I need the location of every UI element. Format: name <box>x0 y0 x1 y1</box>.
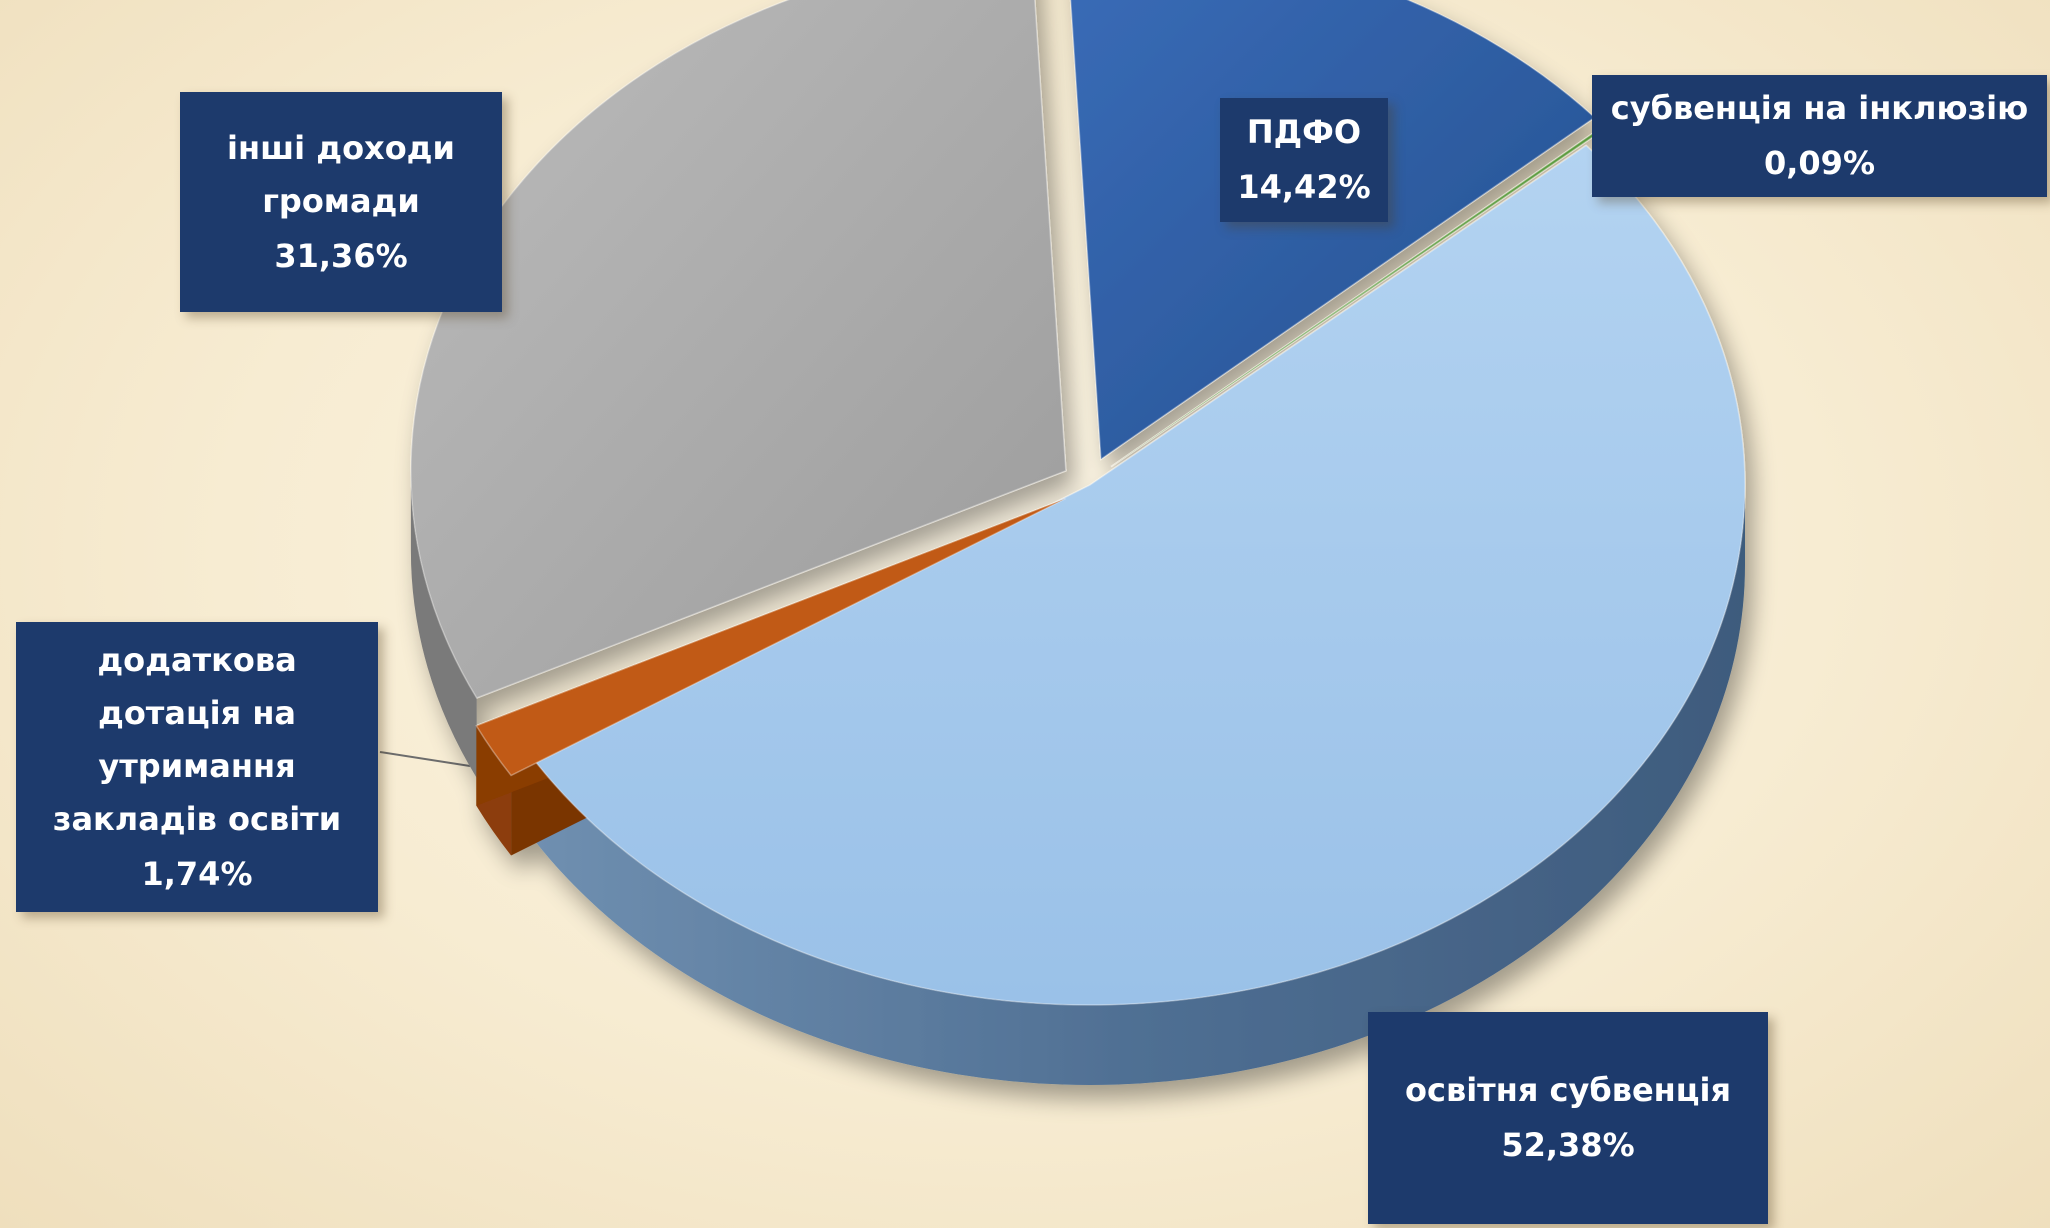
label-inclusion: субвенція на інклюзію 0,09% <box>1592 75 2047 197</box>
label-pdfo: ПДФО 14,42% <box>1220 98 1388 222</box>
label-other-name-2: громади <box>262 175 420 228</box>
label-education-name: освітня субвенція <box>1405 1064 1731 1117</box>
label-additional-name-4: закладів освіти <box>53 793 341 846</box>
label-other-name-1: інші доходи <box>227 122 455 175</box>
label-additional-name-3: утримання <box>98 740 295 793</box>
leader-line <box>380 752 470 766</box>
label-pdfo-value: 14,42% <box>1237 161 1370 214</box>
label-education-value: 52,38% <box>1501 1119 1634 1172</box>
label-additional-value: 1,74% <box>141 848 252 901</box>
label-additional-name-1: додаткова <box>97 634 296 687</box>
label-inclusion-name: субвенція на інклюзію <box>1611 82 2028 135</box>
label-other-value: 31,36% <box>274 230 407 283</box>
label-additional: додаткова дотація на утримання закладів … <box>16 622 378 912</box>
label-other: інші доходи громади 31,36% <box>180 92 502 312</box>
label-inclusion-value: 0,09% <box>1764 137 1875 190</box>
label-pdfo-name: ПДФО <box>1247 106 1361 159</box>
label-additional-name-2: дотація на <box>98 687 296 740</box>
label-education: освітня субвенція 52,38% <box>1368 1012 1768 1224</box>
